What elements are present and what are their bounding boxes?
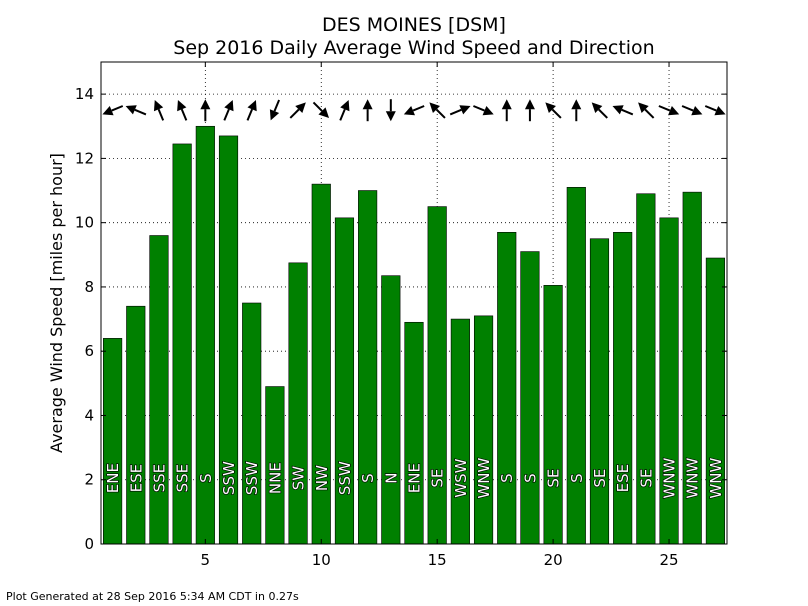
bars-group	[103, 125, 725, 545]
bar-day-15	[427, 206, 447, 545]
direction-label-day-19: S	[521, 473, 539, 483]
direction-label-day-14: ENE	[406, 463, 424, 493]
x-tick-label-20: 20	[544, 551, 563, 569]
direction-label-day-20: SE	[545, 469, 563, 488]
wind-arrow-day-3	[153, 100, 165, 121]
direction-labels-group: ENE ESE SSE SSE S SSW SSW NNE SW NW SSW S N ENE SE WSW W…	[103, 457, 725, 499]
x-tick-label-5: 5	[201, 551, 211, 569]
wind-arrow-day-9	[289, 102, 306, 119]
wind-arrow-day-26	[681, 105, 703, 116]
x-tick-label-15: 15	[428, 551, 447, 569]
direction-label-day-9: SW	[290, 466, 308, 491]
wind-arrow-day-8	[269, 99, 281, 121]
wind-arrow-day-12	[362, 99, 373, 122]
wind-arrow-day-1	[102, 105, 124, 116]
wind-arrow-day-5	[200, 99, 211, 122]
direction-label-day-24: SE	[637, 469, 655, 488]
wind-arrow-day-17	[473, 105, 494, 116]
direction-label-day-17: WNW	[475, 458, 493, 499]
y-tick-label-2: 2	[84, 471, 94, 489]
wind-arrow-day-19	[524, 99, 535, 122]
bar-day-16	[450, 318, 470, 545]
bar-day-23	[613, 232, 633, 545]
bar-day-20	[543, 285, 563, 545]
axis-ticks: 5 10 15 20 25 0 2 4 6 8 10 12 14	[75, 62, 727, 569]
direction-label-day-21: S	[568, 473, 586, 483]
bar-day-21	[566, 187, 586, 545]
bar-day-9	[288, 262, 308, 545]
wind-arrow-day-24	[638, 102, 655, 119]
direction-label-day-12: S	[359, 473, 377, 483]
bar-day-22	[589, 238, 610, 545]
direction-label-day-22: SE	[591, 469, 609, 488]
y-tick-label-6: 6	[84, 342, 94, 360]
direction-label-day-10: NW	[313, 465, 331, 491]
bar-day-13	[381, 275, 401, 545]
bar-day-19	[520, 251, 540, 545]
direction-label-day-5: S	[197, 473, 215, 483]
plot-frame	[100, 61, 728, 545]
y-tick-label-8: 8	[84, 278, 94, 296]
direction-label-day-4: SSE	[174, 464, 192, 493]
bar-day-27	[705, 257, 725, 545]
y-tick-label-12: 12	[75, 149, 94, 167]
wind-arrow-day-16	[449, 105, 471, 116]
wind-arrow-day-14	[403, 105, 425, 116]
direction-label-day-16: WSW	[452, 458, 470, 497]
wind-arrow-day-7	[246, 100, 257, 121]
wind-arrow-day-27	[704, 105, 726, 116]
y-tick-label-4: 4	[84, 406, 94, 424]
wind-arrows-group	[102, 99, 726, 122]
wind-arrow-day-2	[125, 105, 147, 116]
direction-label-day-6: SSW	[220, 461, 238, 495]
wind-arrow-day-11	[339, 100, 350, 121]
direction-label-day-25: WNW	[661, 458, 679, 499]
wind-arrow-day-18	[501, 99, 512, 122]
direction-label-day-7: SSW	[243, 461, 261, 495]
direction-label-day-27: WNW	[707, 458, 725, 499]
x-tick-label-10: 10	[312, 551, 331, 569]
direction-label-day-15: SE	[429, 469, 447, 488]
wind-arrow-day-6	[223, 100, 234, 121]
direction-label-day-18: S	[498, 473, 516, 483]
y-axis-label: Average Wind Speed [miles per hour]	[47, 153, 66, 453]
wind-arrow-day-20	[545, 102, 562, 119]
chart-subtitle: Sep 2016 Daily Average Wind Speed and Di…	[173, 37, 654, 59]
bar-day-18	[497, 232, 517, 545]
bar-day-1	[103, 338, 123, 545]
footer-note: Plot Generated at 28 Sep 2016 5:34 AM CD…	[6, 590, 299, 603]
wind-arrow-day-22	[591, 102, 608, 119]
direction-label-day-13: N	[382, 473, 400, 484]
direction-label-day-3: SSE	[150, 464, 168, 493]
bar-day-2	[126, 305, 146, 545]
y-tick-label-0: 0	[84, 535, 94, 553]
direction-label-day-1: ENE	[104, 463, 122, 493]
wind-arrow-day-13	[385, 99, 396, 122]
direction-label-day-11: SSW	[336, 461, 354, 495]
direction-label-day-2: ESE	[127, 464, 145, 492]
wind-arrow-day-10	[312, 101, 330, 118]
bar-day-7	[242, 302, 262, 545]
direction-label-day-8: NNE	[266, 462, 284, 494]
wind-arrow-day-4	[177, 100, 188, 121]
wind-arrow-day-25	[658, 105, 680, 116]
y-tick-label-14: 14	[75, 85, 94, 103]
y-tick-label-10: 10	[75, 214, 94, 232]
bar-day-14	[404, 321, 424, 545]
x-tick-label-25: 25	[659, 551, 678, 569]
bar-day-12	[358, 190, 378, 545]
direction-label-day-23: ESE	[614, 464, 632, 492]
wind-arrow-day-21	[571, 99, 582, 122]
wind-arrow-day-15	[429, 102, 446, 119]
bar-day-24	[636, 193, 656, 545]
wind-arrow-day-23	[612, 105, 634, 116]
direction-label-day-26: WNW	[684, 458, 702, 499]
bar-day-17	[473, 315, 494, 545]
bar-day-3	[149, 235, 169, 545]
chart-title: DES MOINES [DSM]	[322, 14, 506, 36]
